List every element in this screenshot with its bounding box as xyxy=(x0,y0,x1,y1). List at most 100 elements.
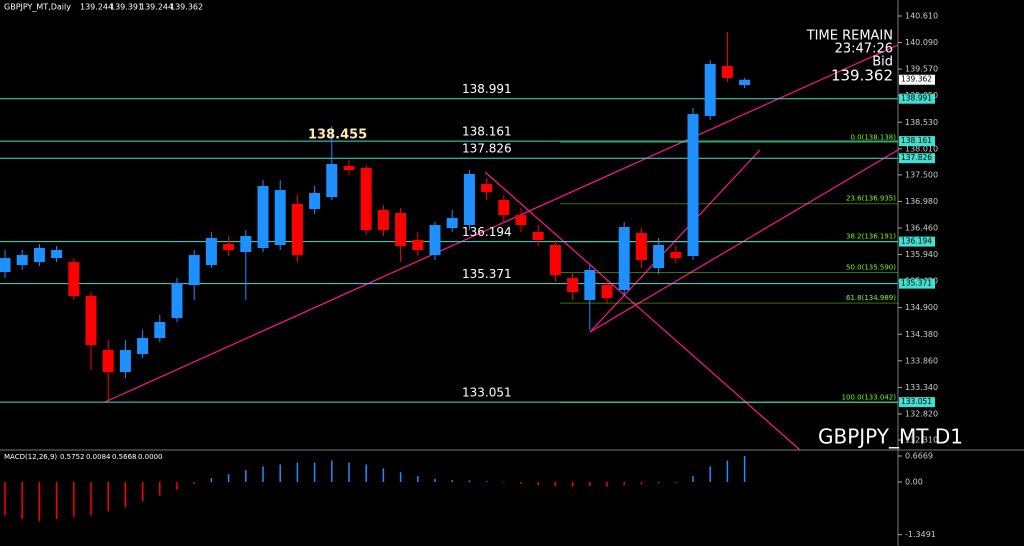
candle-body xyxy=(618,227,630,291)
candle-body xyxy=(412,240,424,251)
candle-body xyxy=(137,338,149,355)
candle-body xyxy=(343,166,355,171)
level-label: 135.371 xyxy=(462,267,512,281)
bid-price-label: 139.362 xyxy=(901,75,932,84)
candle-body xyxy=(429,225,441,256)
bid-label: Bid xyxy=(872,55,893,70)
y-tick-label: 133.340 xyxy=(905,383,938,392)
candle-body xyxy=(601,285,613,299)
candle-body xyxy=(704,64,716,117)
level-price-box xyxy=(899,93,935,104)
macd-y-tick-label: 0.6669 xyxy=(905,451,933,460)
header-value: 139.362 xyxy=(170,3,203,12)
symbol-label: GBPJPY_MT D1 xyxy=(818,425,963,449)
candle-body xyxy=(463,174,475,226)
candle-body xyxy=(205,238,217,266)
candle-body xyxy=(549,245,561,276)
header-value: 139.244 xyxy=(80,3,113,12)
bid-price-box xyxy=(899,74,935,85)
candle-body xyxy=(360,168,372,231)
candle-body xyxy=(257,186,269,249)
macd-param: 0.0000 xyxy=(138,453,163,461)
header-value: 139.244 xyxy=(140,3,173,12)
candle-body xyxy=(223,244,235,251)
candle-body xyxy=(102,350,114,373)
candle-body xyxy=(721,66,733,79)
candle-body xyxy=(635,233,647,261)
macd-param: 0.5668 xyxy=(112,453,137,461)
candle-body xyxy=(291,204,303,256)
macd-param: 0.0084 xyxy=(86,453,111,461)
fib-label: 0.0(138.138) xyxy=(850,133,896,141)
time-remain-label: TIME REMAIN xyxy=(806,29,893,44)
y-tick-label: 134.900 xyxy=(905,303,938,312)
y-tick-label: 132.820 xyxy=(905,409,938,418)
y-tick-label: 137.500 xyxy=(905,170,938,179)
candle-body xyxy=(309,193,321,210)
macd-title: MACD(12,26,9) xyxy=(4,453,57,461)
trend-lines xyxy=(104,44,899,451)
trend-line xyxy=(589,149,899,333)
candle-body xyxy=(515,215,527,226)
header-value: 139.391 xyxy=(110,3,143,12)
y-tick-label: 133.860 xyxy=(905,356,938,365)
candle-body xyxy=(687,114,699,256)
level-label: 136.194 xyxy=(462,225,512,239)
candle-body xyxy=(446,218,458,229)
level-label: 133.051 xyxy=(462,386,512,400)
candle-body xyxy=(85,296,97,346)
fib-label: 23.6(136.935) xyxy=(846,195,896,203)
level-price-label: 138.991 xyxy=(901,94,932,103)
candle-body xyxy=(16,255,28,266)
y-tick-label: 140.610 xyxy=(905,11,938,20)
candle-body xyxy=(51,250,63,259)
y-tick-label: 132.310 xyxy=(905,436,938,445)
level-label: 138.161 xyxy=(462,125,512,139)
level-price-label: 135.371 xyxy=(901,279,932,288)
candle-body xyxy=(119,350,131,373)
candle-body xyxy=(274,190,286,246)
level-layer xyxy=(0,15,902,536)
text-layer: GBPJPY_MT,Daily GBPJPY_MT D1 TIME REMAIN… xyxy=(4,3,963,540)
macd-y-tick-label: -1.3491 xyxy=(905,530,936,539)
trend-line xyxy=(484,171,801,451)
candle-body xyxy=(670,252,682,259)
candle-body xyxy=(653,245,665,269)
y-tick-label: 136.980 xyxy=(905,197,938,206)
y-tick-label: 134.380 xyxy=(905,330,938,339)
candle-body xyxy=(395,213,407,247)
candle-body xyxy=(584,269,596,301)
macd-y-tick-label: 0.00 xyxy=(905,478,923,487)
fib-label: 50.0(135.590) xyxy=(846,263,896,271)
level-price-label: 133.051 xyxy=(901,397,932,406)
level-label: 138.991 xyxy=(462,82,512,96)
time-remain: 23:47:26 xyxy=(835,42,893,57)
candle-body xyxy=(532,232,544,241)
candle-body xyxy=(567,278,579,293)
level-price-label: 137.826 xyxy=(901,153,932,162)
bid-value: 139.362 xyxy=(831,67,893,85)
candle-body xyxy=(240,236,252,253)
candle-layer xyxy=(0,31,751,522)
candle-body xyxy=(377,210,389,231)
candle-body xyxy=(326,164,338,198)
high-label: 138.455 xyxy=(308,128,367,143)
y-tick-label: 135.940 xyxy=(905,250,938,259)
chart-title: GBPJPY_MT,Daily xyxy=(4,3,71,12)
candle-body xyxy=(33,248,45,263)
candle-body xyxy=(68,262,80,297)
level-price-box xyxy=(899,397,935,408)
y-tick-label: 138.530 xyxy=(905,118,938,127)
level-price-box xyxy=(899,136,935,147)
candle-body xyxy=(154,322,166,339)
candle-body xyxy=(171,283,183,319)
level-price-box xyxy=(899,236,935,247)
fib-label: 100.0(133.042) xyxy=(842,394,897,402)
trend-line xyxy=(104,44,899,403)
y-tick-label: 136.460 xyxy=(905,223,938,232)
level-price-label: 136.194 xyxy=(901,237,932,246)
y-tick-label: 139.570 xyxy=(905,65,938,74)
